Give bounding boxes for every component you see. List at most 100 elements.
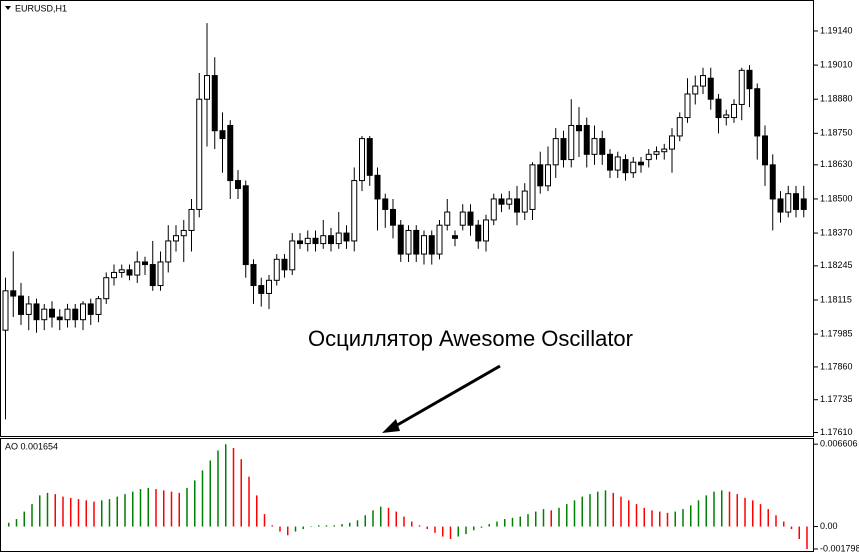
ao-bar (806, 526, 808, 550)
candle-body (87, 303, 94, 315)
candle-body (235, 180, 241, 189)
ao-bar (488, 524, 490, 527)
y-tick-label: 1.18880 (820, 94, 853, 104)
candle-body (762, 135, 768, 166)
ao-bar (70, 497, 72, 527)
candle-body (692, 85, 699, 95)
ao-bar (178, 492, 180, 527)
ao-bar (666, 512, 669, 527)
ao-bar (279, 526, 281, 532)
candle-body (669, 135, 675, 150)
candle-body (196, 98, 203, 210)
y-tick-label: 1.17610 (820, 427, 853, 437)
ao-bar (356, 520, 359, 527)
ao-bar (101, 500, 103, 527)
candle-body (118, 269, 125, 273)
candle-body (638, 161, 644, 166)
y-tick-label: 1.17985 (820, 328, 853, 338)
candle-body (568, 124, 575, 161)
candle-body (645, 153, 652, 161)
candle-body (405, 229, 412, 255)
candle-body (498, 198, 505, 205)
ao-bar (124, 494, 126, 527)
candle-body (785, 193, 792, 213)
candle-body (18, 295, 24, 315)
ao-bar (690, 505, 692, 527)
ao-bar (635, 504, 638, 527)
ao-bar (589, 494, 591, 527)
candle-body (165, 240, 172, 263)
candle-body (599, 138, 606, 155)
ao-bar (744, 497, 746, 527)
ao-bar (767, 509, 769, 527)
candle-body (95, 298, 102, 315)
candle-body (715, 98, 722, 119)
y-tick-label: 1.17735 (820, 394, 853, 404)
candle-body (514, 198, 520, 213)
candle-body (374, 174, 381, 200)
ao-bar (232, 447, 235, 527)
candle-body (467, 211, 474, 226)
candle-body (359, 138, 365, 182)
candle-body (149, 264, 156, 287)
candle-body (33, 303, 40, 321)
y-tick-label: 0.00 (820, 521, 838, 531)
ao-bar (341, 524, 343, 527)
candle-body (250, 264, 257, 287)
y-tick-label: 1.17860 (820, 361, 853, 371)
candle-body (397, 224, 404, 255)
candle-body (583, 124, 590, 155)
candle-body (188, 208, 195, 231)
ao-bar (457, 526, 459, 537)
candle-body (777, 198, 784, 213)
candle-body (746, 69, 753, 90)
ao-bar (465, 526, 467, 535)
candle-body (483, 219, 489, 242)
ao-bar (310, 526, 312, 528)
candle-body (529, 164, 536, 210)
y-tick-label: 1.18115 (820, 294, 852, 304)
ao-bar (294, 526, 297, 532)
candle-body (552, 138, 559, 166)
candle-body (614, 156, 621, 171)
candle-body (607, 153, 613, 171)
candle-body (180, 229, 187, 237)
ao-bar (473, 526, 475, 531)
ao-bar (271, 525, 273, 527)
ao-bar (651, 510, 653, 527)
ao-bar (302, 526, 304, 530)
ao-bar (628, 500, 630, 527)
candle-body (490, 198, 497, 221)
ao-bar (31, 504, 33, 527)
ao-bar (139, 489, 142, 527)
ao-bar (527, 514, 529, 527)
candle-body (242, 185, 249, 266)
ao-bar (372, 510, 374, 527)
candle-body (41, 308, 48, 321)
candle-body (366, 138, 373, 176)
ao-bar (108, 499, 111, 527)
candle-body (335, 232, 342, 245)
candle-body (72, 308, 79, 321)
symbol-label: EURUSD,H1 (15, 3, 67, 13)
ao-bar (798, 526, 800, 540)
ao-bar (318, 525, 320, 527)
ao-bar (15, 519, 18, 527)
ao-bar (85, 500, 87, 527)
candle-body (142, 261, 148, 266)
candle-body (793, 193, 799, 210)
y-tick-label: 1.18750 (820, 128, 853, 138)
candle-body (56, 316, 63, 321)
candle-body (173, 235, 179, 242)
candle-body (459, 211, 466, 226)
ao-bar (550, 510, 552, 527)
annotation: Осциллятор Awesome Oscillator (308, 326, 633, 351)
ao-bar (752, 500, 754, 527)
candle-body (707, 77, 714, 100)
ao-bar (163, 490, 165, 527)
price-panel (0, 0, 814, 437)
ao-bar (620, 496, 622, 527)
ao-bar (783, 521, 785, 527)
y-tick-label: 1.19140 (820, 25, 853, 35)
candle-body (591, 138, 598, 155)
